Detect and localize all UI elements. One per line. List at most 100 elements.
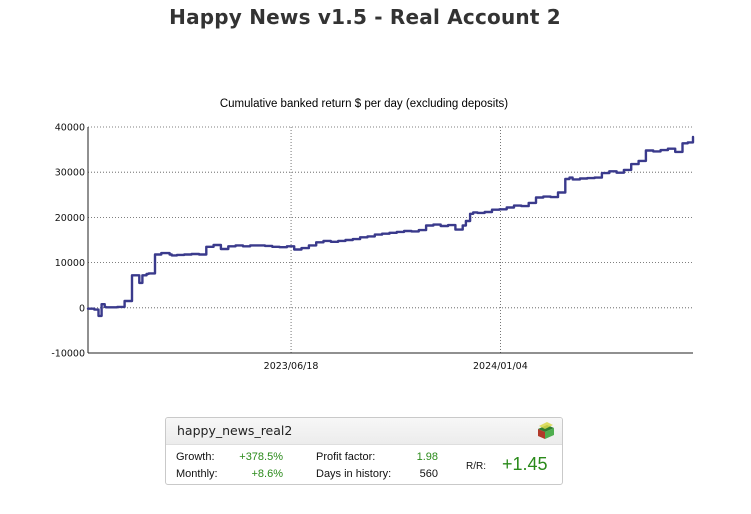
data-point [623, 169, 625, 171]
data-point [183, 253, 186, 256]
data-point [97, 315, 100, 317]
page-title: Happy News v1.5 - Real Account 2 [169, 5, 561, 29]
data-point [190, 253, 193, 255]
cumulative-return-chart: Cumulative banked return $ per day (excl… [51, 98, 695, 372]
data-point [608, 170, 611, 173]
data-point [104, 306, 107, 309]
data-point [93, 308, 96, 311]
data-point [432, 223, 435, 226]
data-point [373, 233, 376, 236]
profit-factor-value: 1.98 [416, 451, 438, 463]
data-point [300, 247, 303, 249]
data-point [388, 231, 391, 234]
y-tick-label: 10000 [55, 258, 85, 269]
data-point [579, 177, 581, 180]
data-point [659, 149, 662, 151]
data-point [593, 176, 596, 179]
data-point [116, 306, 119, 308]
data-point [542, 195, 545, 198]
data-point [168, 253, 171, 256]
data-point [454, 228, 457, 231]
data-point [256, 244, 259, 247]
rr-value: +1.45 [502, 454, 548, 474]
data-point [630, 163, 633, 165]
data-point [198, 253, 200, 256]
data-point [527, 202, 530, 204]
series-line-0 [86, 135, 695, 318]
data-point [535, 196, 537, 199]
data-point [571, 178, 574, 181]
data-point [439, 225, 442, 227]
data-point [286, 245, 288, 248]
days-in-history-value: 560 [419, 468, 438, 480]
monthly-value: +8.6% [251, 468, 284, 480]
data-point [212, 244, 215, 246]
data-point [645, 149, 647, 152]
x-tick-label: 2024/01/04 [473, 361, 528, 372]
y-tick-label: 20000 [55, 213, 85, 224]
data-point [123, 300, 126, 302]
data-point [564, 178, 567, 180]
data-point [483, 211, 486, 213]
data-point [147, 272, 150, 275]
account-stats-widget[interactable]: happy_news_real2 Growth: +378.5% Monthly… [165, 417, 563, 485]
account-name[interactable]: happy_news_real2 [177, 423, 293, 438]
data-point [278, 246, 281, 249]
data-point [476, 212, 479, 214]
profit-factor-label: Profit factor: [316, 451, 376, 463]
axis-layer: 40000 30000 20000 10000 0 -10000 2023/06/18 202… [51, 123, 693, 372]
data-point [337, 240, 339, 242]
data-point [586, 177, 589, 179]
data-point [447, 224, 449, 226]
grid-layer [88, 126, 693, 353]
data-point [417, 229, 420, 231]
data-point [461, 224, 464, 227]
data-point [637, 160, 640, 162]
data-point [498, 208, 501, 211]
data-point [465, 220, 467, 222]
data-point [469, 212, 471, 215]
data-point [674, 151, 677, 153]
y-tick-label: 40000 [55, 123, 85, 134]
monthly-label: Monthly: [176, 468, 218, 480]
data-point [352, 238, 354, 240]
data-point [234, 244, 237, 247]
growth-label: Growth: [176, 451, 215, 463]
data-point [615, 171, 618, 174]
series-layer [86, 135, 695, 318]
days-in-history-label: Days in history: [316, 468, 392, 480]
x-tick-label: 2023/06/18 [264, 361, 319, 372]
data-point [141, 274, 144, 277]
data-point [264, 245, 266, 247]
data-point [395, 231, 398, 233]
data-point [315, 241, 317, 244]
data-point [160, 252, 163, 254]
data-point [652, 150, 655, 153]
y-tick-label: 30000 [55, 168, 85, 179]
data-point [491, 208, 493, 211]
data-point [242, 245, 244, 248]
data-point [381, 232, 383, 235]
y-tick-label: 0 [79, 303, 85, 314]
growth-value: +378.5% [239, 451, 283, 463]
data-point [205, 245, 208, 248]
data-point [293, 248, 296, 251]
data-point [359, 236, 361, 239]
data-point [403, 230, 405, 232]
data-point [520, 205, 523, 207]
data-point [549, 196, 552, 198]
data-point [557, 191, 559, 194]
data-point [472, 211, 474, 214]
data-point [601, 172, 603, 174]
data-point [170, 254, 173, 257]
data-point [227, 245, 230, 248]
data-point [87, 307, 89, 310]
data-point [176, 254, 178, 256]
data-point [322, 240, 325, 242]
stacked-layers-logo-icon[interactable] [535, 420, 557, 442]
y-tick-label: -10000 [51, 349, 85, 360]
data-point [344, 239, 347, 241]
data-point [425, 224, 427, 227]
data-point [505, 206, 508, 209]
